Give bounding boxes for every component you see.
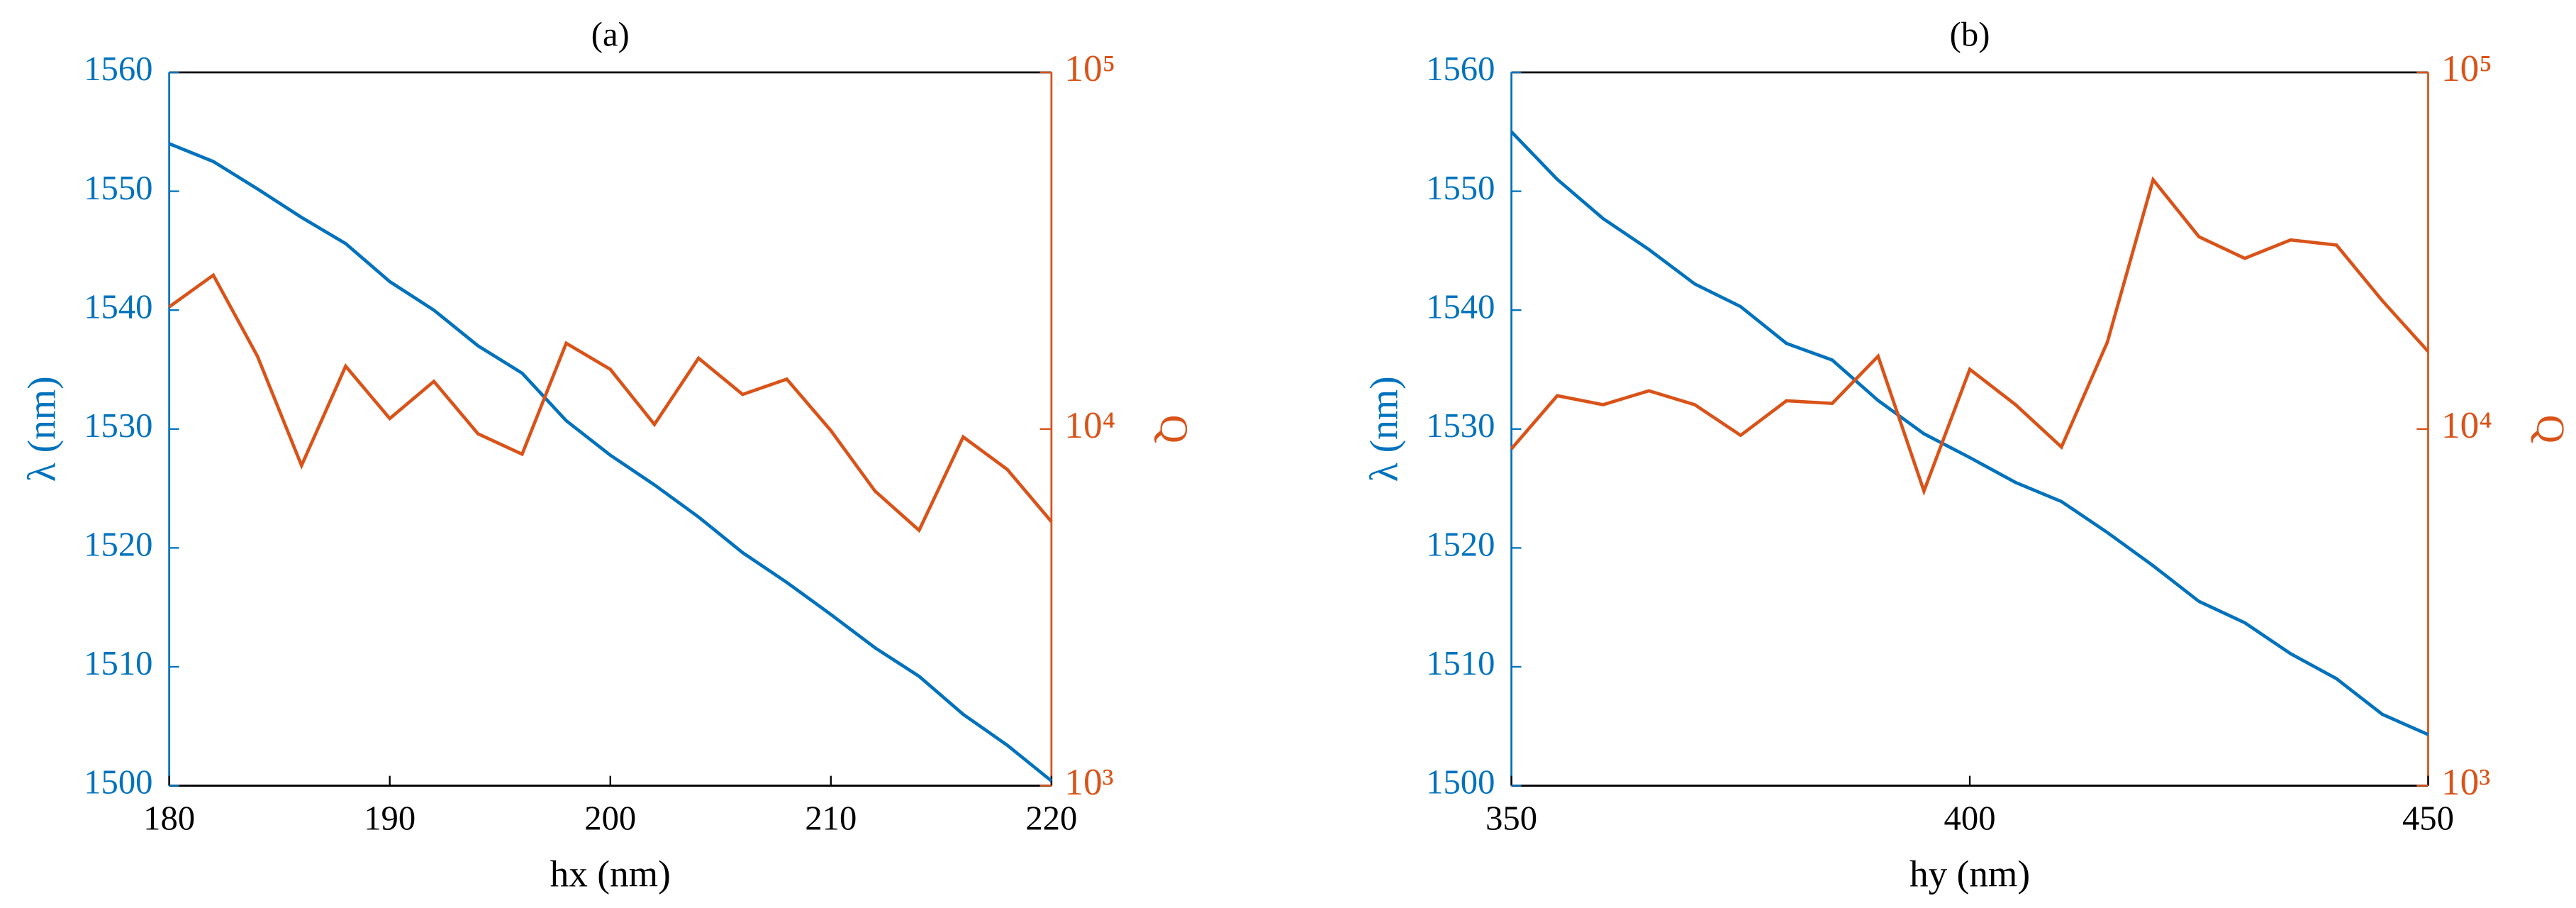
y-tick-label: 1550 (1426, 169, 1495, 207)
y2-tick-label: 10⁴ (1064, 404, 1115, 446)
y2-tick-label: 10³ (1064, 761, 1113, 803)
y-tick-label: 1510 (84, 644, 152, 682)
data-line (168, 142, 1053, 782)
y-tick-label: 1500 (84, 763, 152, 802)
x-tick-label: 210 (805, 799, 857, 838)
x-tick-label: 350 (1485, 799, 1537, 838)
data-line (1510, 176, 2430, 497)
chart-title: (a) (591, 16, 630, 54)
y-tick-label: 1500 (1426, 763, 1495, 802)
y2-tick-label: 10⁴ (2441, 404, 2492, 446)
y-axis-label: λ (nm) (21, 376, 65, 482)
data-line (168, 272, 1053, 533)
y-tick-label: 1520 (1426, 526, 1495, 564)
x-tick-label: 180 (143, 799, 195, 838)
y2-axis-label: Q (1152, 415, 1195, 443)
y-axis-label: λ (nm) (1363, 376, 1407, 482)
x-axis-label: hy (nm) (1909, 853, 2030, 895)
y2-axis-label: Q (2528, 415, 2572, 443)
y-tick-label: 1530 (84, 406, 152, 445)
x-tick-label: 220 (1025, 799, 1077, 838)
x-tick-label: 400 (1944, 799, 1996, 838)
chart-title: (b) (1950, 16, 1990, 54)
x-tick-label: 190 (364, 799, 416, 838)
y-tick-label: 1560 (1426, 50, 1495, 88)
y2-tick-label: 10⁵ (1064, 48, 1115, 89)
y-tick-label: 1520 (84, 526, 152, 564)
y-tick-label: 1550 (84, 169, 152, 207)
y-tick-label: 1530 (1426, 406, 1495, 445)
x-tick-label: 450 (2402, 799, 2454, 838)
x-axis-label: hx (nm) (550, 853, 671, 895)
x-tick-label: 200 (584, 799, 636, 838)
y-tick-label: 1510 (1426, 644, 1495, 682)
data-line (1510, 131, 2429, 736)
y-tick-label: 1560 (84, 50, 152, 88)
y-tick-label: 1540 (1426, 287, 1495, 326)
y-tick-label: 1540 (84, 287, 152, 326)
y2-tick-label: 10⁵ (2441, 48, 2492, 89)
y2-tick-label: 10³ (2441, 761, 2490, 803)
